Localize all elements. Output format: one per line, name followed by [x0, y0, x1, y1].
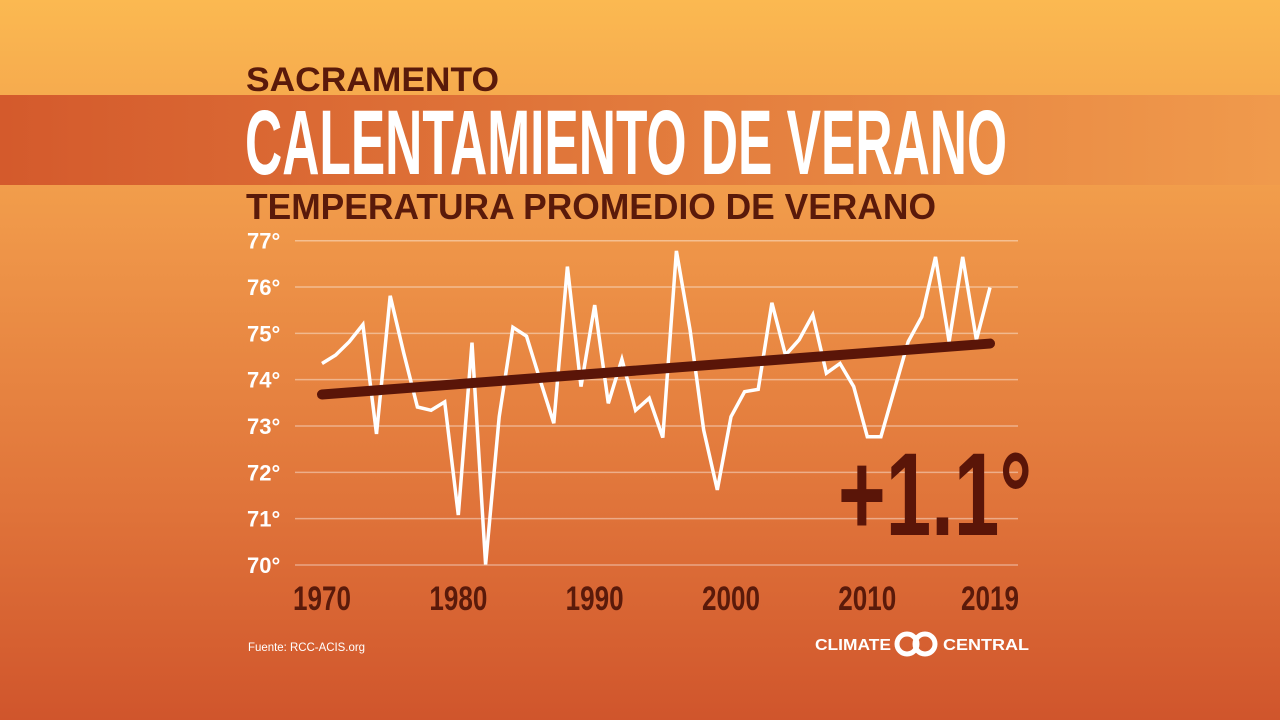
trend-line-group: [317, 338, 995, 400]
x-tick-label: 1980: [429, 580, 487, 618]
x-tick-label: 1970: [293, 580, 351, 618]
y-tick-label: 71°: [247, 507, 280, 532]
logo-rings-icon: [894, 631, 938, 657]
y-axis-labels: 70° 71° 72° 73° 74° 75° 76° 77°: [247, 229, 280, 578]
temperature-line: [321, 250, 992, 565]
source-credit: Fuente: RCC-ACIS.org: [248, 640, 365, 654]
y-tick-label: 77°: [247, 229, 280, 254]
x-tick-label: 2019: [961, 580, 1019, 618]
y-tick-label: 76°: [247, 275, 280, 300]
x-tick-label: 2010: [838, 580, 896, 618]
logo-text-central: CENTRAL: [943, 637, 1029, 654]
y-tick-label: 72°: [247, 460, 280, 485]
x-tick-label: 2000: [702, 580, 760, 618]
chart-title: TEMPERATURA PROMEDIO DE VERANO: [246, 186, 936, 227]
x-axis-labels: 1970 1980 1990 2000 2010 2019: [293, 580, 1019, 618]
x-tick-label: 1990: [566, 580, 624, 618]
title-band: [0, 95, 1280, 185]
change-annotation: +1.1°: [838, 429, 1032, 561]
y-tick-label: 75°: [247, 321, 280, 346]
y-tick-label: 73°: [247, 414, 280, 439]
y-tick-label: 74°: [247, 368, 280, 393]
page-title: CALENTAMIENTO DE VERANO: [245, 92, 1007, 194]
y-tick-label: 70°: [247, 553, 280, 578]
climate-central-logo: CLIMATE CENTRAL: [815, 631, 1029, 657]
city-label: SACRAMENTO: [246, 61, 499, 99]
logo-text-climate: CLIMATE: [815, 637, 891, 654]
trend-line: [317, 338, 995, 400]
